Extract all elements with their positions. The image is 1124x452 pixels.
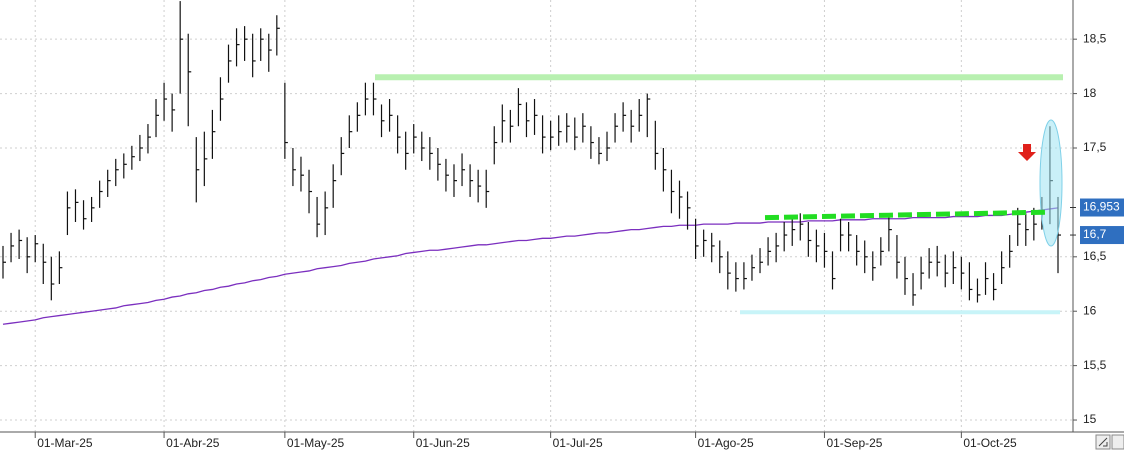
zoom-button[interactable] — [1111, 434, 1124, 450]
levels — [2, 74, 1063, 325]
bars — [2, 1, 1061, 306]
x-tick-label: 01-Sep-25 — [826, 436, 882, 450]
trendline — [764, 209, 1046, 221]
price-label: 16,7 — [1083, 227, 1107, 241]
x-tick-label: 01-Jul-25 — [553, 436, 603, 450]
price-box — [1080, 226, 1124, 245]
x-tick-label: 01-Jun-25 — [416, 436, 470, 450]
price-label: 16,953 — [1083, 200, 1120, 214]
overlay — [764, 209, 1046, 221]
y-tick-label: 18 — [1083, 86, 1097, 100]
highlight-ellipse — [1039, 119, 1063, 247]
price-box — [1080, 198, 1124, 217]
y-tick-label: 15 — [1083, 412, 1097, 426]
x-tick-label: 01-Oct-25 — [963, 436, 1017, 450]
x-tick-label: 01-Mar-25 — [37, 436, 93, 450]
grid — [0, 0, 1073, 432]
moving-average — [2, 207, 1059, 325]
y-tick-label: 18,5 — [1083, 31, 1107, 45]
y-tick-label: 16,5 — [1083, 249, 1107, 263]
x-tick-label: 01-Ago-25 — [698, 436, 754, 450]
y-tick-label: 15,5 — [1083, 358, 1107, 372]
y-tick-label: 17,5 — [1083, 140, 1107, 154]
x-tick-label: 01-May-25 — [287, 436, 345, 450]
scroll-icon — [1098, 437, 1108, 447]
axes: 15 15,5 16 16,5 17,5 18 18,5 01-Mar-25 01-Abr-25… — [34, 31, 1124, 450]
x-tick-label: 01-Abr-25 — [166, 436, 220, 450]
down-arrow — [1018, 144, 1036, 161]
y-tick-label: 16 — [1083, 303, 1097, 317]
